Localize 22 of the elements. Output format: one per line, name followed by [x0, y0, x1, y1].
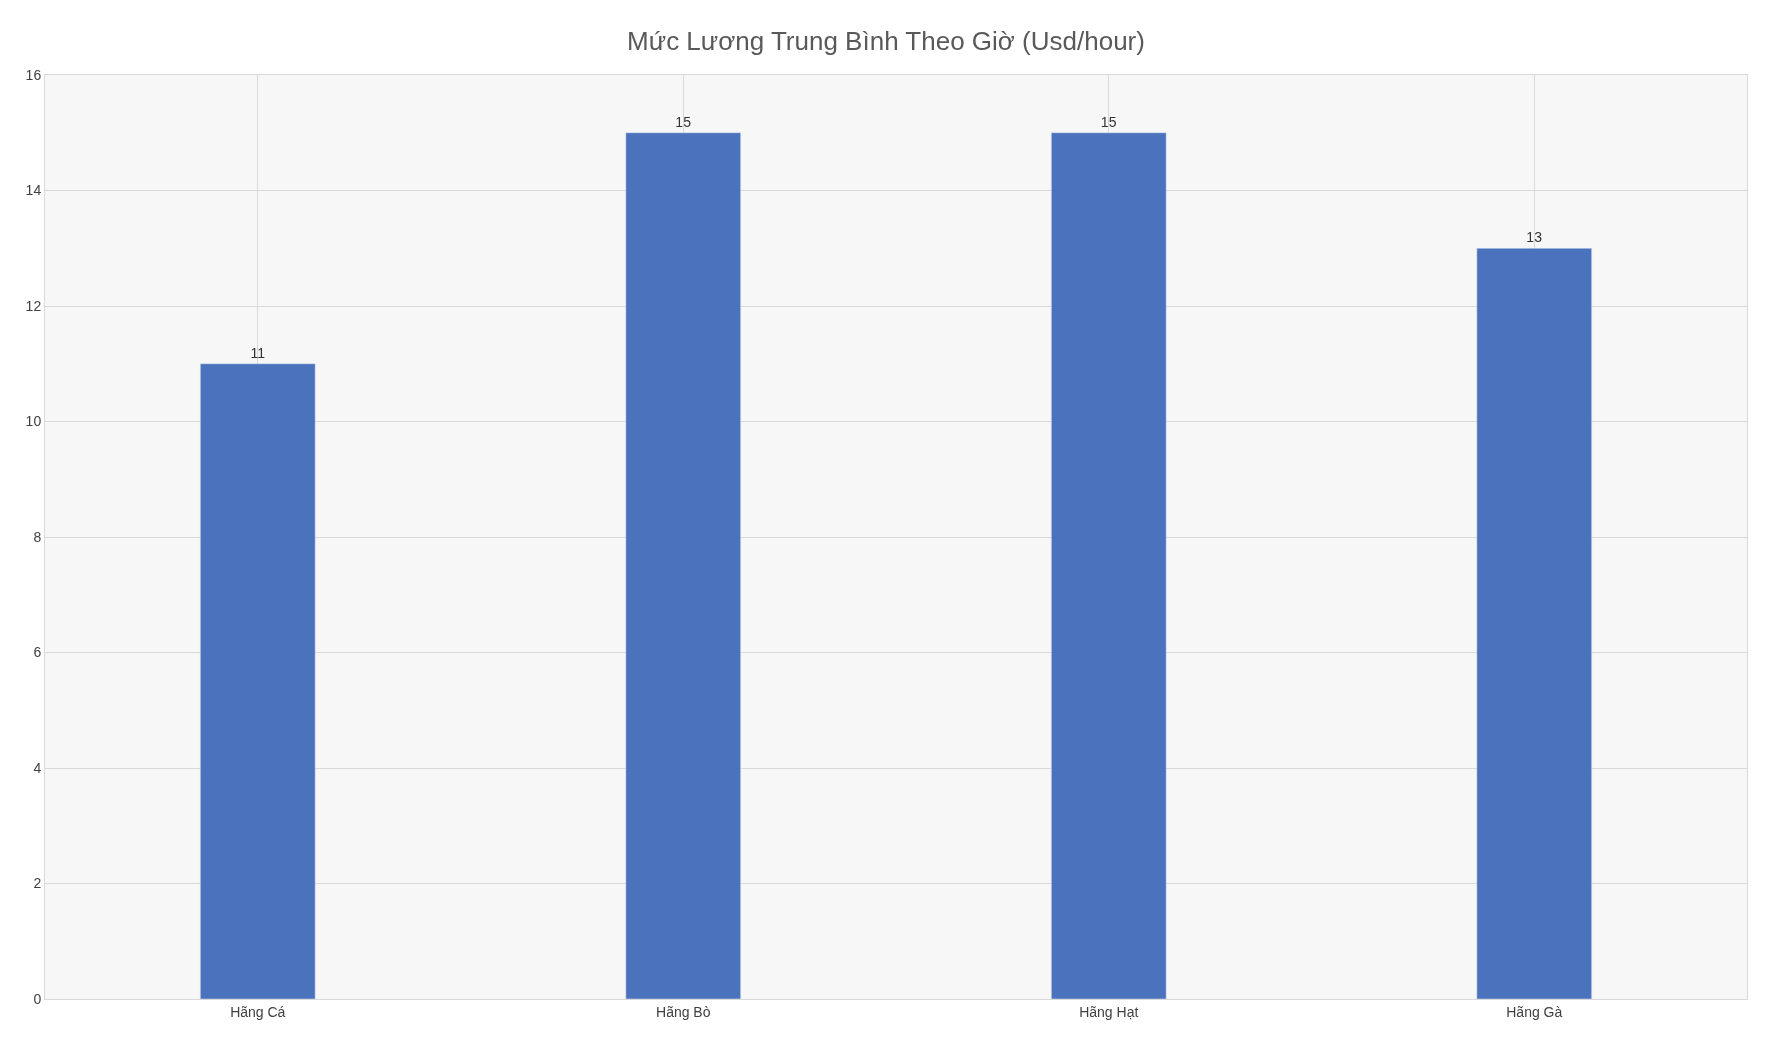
x-tick-label: Hãng Hạt — [1079, 1003, 1139, 1020]
y-tick-label: 14 — [25, 182, 42, 199]
y-tick-label: 6 — [33, 644, 42, 661]
data-label: 13 — [1526, 229, 1543, 246]
y-tick-label: 10 — [25, 413, 42, 430]
x-tick-label: Hãng Gà — [1506, 1003, 1563, 1020]
bar — [200, 363, 316, 999]
x-tick-label: Hãng Cá — [230, 1003, 286, 1020]
y-tick-label: 4 — [33, 759, 42, 776]
bar — [1051, 132, 1167, 999]
bar — [1476, 248, 1592, 999]
bar — [625, 132, 741, 999]
chart-title: Mức Lương Trung Bình Theo Giờ (Usd/hour) — [627, 25, 1145, 56]
x-tick-label: Hãng Bò — [656, 1003, 711, 1020]
y-tick-label: 12 — [25, 297, 42, 314]
data-label: 15 — [1100, 113, 1117, 130]
data-label: 11 — [250, 344, 266, 361]
y-tick-label: 16 — [25, 66, 42, 83]
y-tick-label: 0 — [33, 990, 42, 1007]
y-tick-label: 2 — [33, 875, 42, 892]
data-label: 15 — [675, 113, 692, 130]
y-tick-label: 8 — [33, 528, 42, 545]
